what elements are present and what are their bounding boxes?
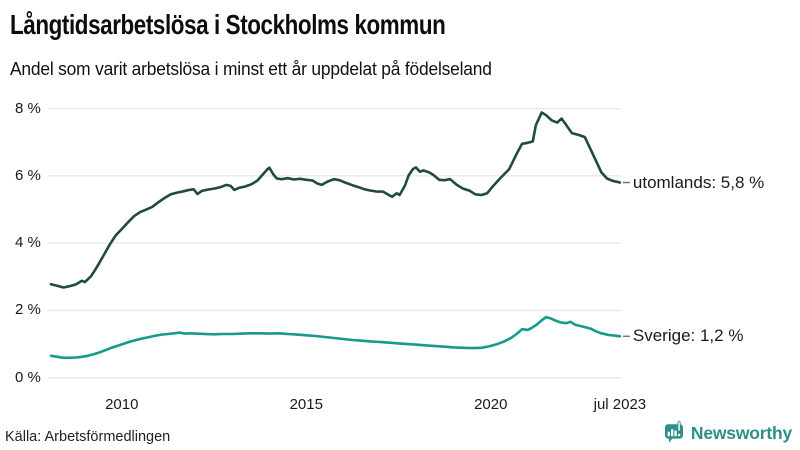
y-tick-label: 8 % [15,99,41,117]
series-end-label-utomlands: utomlands: 5,8 % [632,172,765,192]
brand-name: Newsworthy [690,422,792,443]
newsworthy-logo: Newsworthy [662,421,792,445]
x-tick-label: 2010 [105,396,139,413]
x-tick-label: 2015 [289,396,323,413]
chart-subtitle: Andel som varit arbetslösa i minst ett å… [10,58,492,79]
y-tick-label: 6 % [15,166,41,184]
bar-2 [670,429,674,437]
y-tick-label: 2 % [15,301,41,319]
bar-1 [667,431,670,437]
y-tick-label: 0 % [15,368,41,386]
page-title: Långtidsarbetslösa i Stockholms kommun [10,9,446,40]
series-end-label-Sverige: Sverige: 1,2 % [632,326,744,346]
exclamation-dot [677,433,681,437]
newsworthy-bubble-chart-icon [664,421,683,443]
x-tick-label: 2020 [474,396,508,413]
y-tick-label: 4 % [15,234,41,252]
source-note: Källa: Arbetsförmedlingen [5,429,171,445]
bar-3 [674,430,677,437]
series-line-utomlands [49,111,622,289]
x-tick-label: jul 2023 [593,396,647,413]
exclamation-bar [677,421,681,432]
series-line-Sverige [49,315,622,360]
